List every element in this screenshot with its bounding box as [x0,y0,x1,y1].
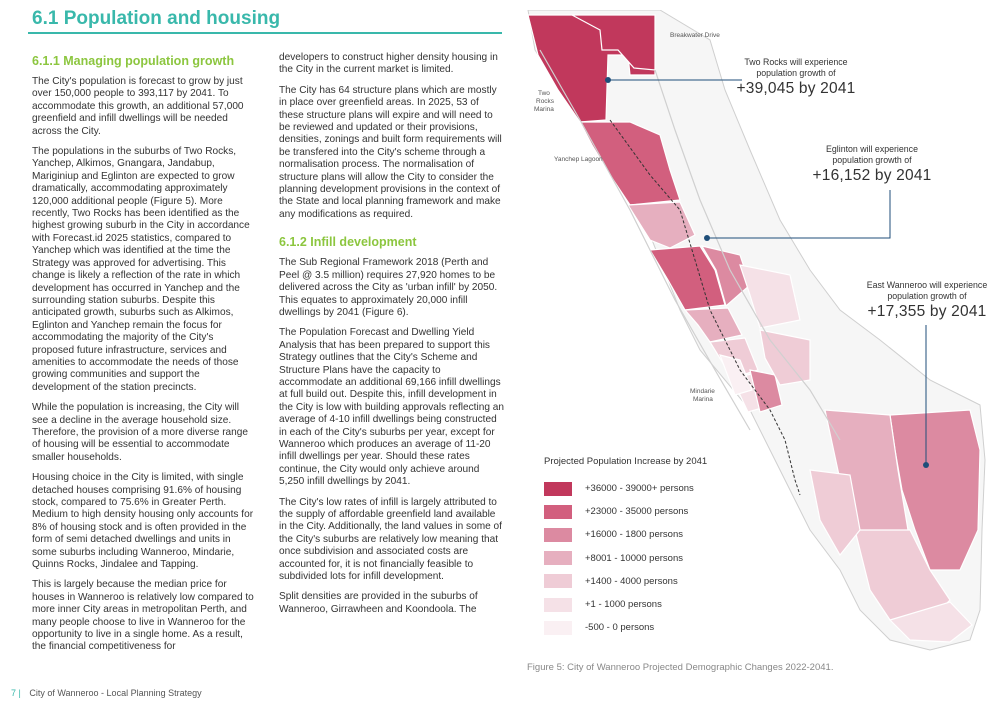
legend-title: Projected Population Increase by 2041 [544,456,708,467]
section-heading-infill: 6.1.2 Infill development [279,235,417,250]
legend-swatch [544,481,572,496]
title-underline [28,32,502,34]
paragraph: The populations in the suburbs of Two Ro… [32,146,250,393]
region-butler [683,307,743,343]
page-title: 6.1 Population and housing [32,8,281,29]
region-south-suburbs [888,601,973,643]
callout-value: +39,045 by 2041 [736,80,856,97]
callout-two-rocks: Two Rocks will experience population gro… [726,57,866,99]
label-mindarie-marina: Marina [693,396,713,403]
callout-text: Two Rocks will experience [744,57,848,67]
label-two-rocks-marina: Marina [534,106,554,113]
left-column: 6.1.1 Managing population growth The Cit… [32,54,257,662]
legend-item: +8001 - 10000 persons [544,547,764,570]
legend-item: +1400 - 4000 persons [544,570,764,593]
coastal-road [539,49,751,431]
legend-label: -500 - 0 persons [585,622,655,634]
legend-label: +16000 - 1800 persons [585,529,683,541]
paragraph: The Population Forecast and Dwelling Yie… [279,327,504,488]
middle-column: developers to construct higher density h… [279,52,504,624]
region-mindarie [719,354,753,396]
footer-text: City of Wanneroo - Local Planning Strate… [29,688,202,698]
paragraph: The City has 64 structure plans which ar… [279,84,502,220]
legend-label: +8001 - 10000 persons [585,552,683,564]
section-heading-population-growth: 6.1.1 Managing population growth [32,54,235,68]
page-number: 7 | [11,688,21,698]
region-alkimos-east [700,245,751,308]
label-two-rocks: Rocks [536,98,555,105]
map-legend: Projected Population Increase by 2041 +3… [544,456,764,639]
callout-value: +16,152 by 2041 [812,167,932,184]
paragraph: developers to construct higher density h… [279,52,498,76]
legend-item: -500 - 0 persons [544,616,764,639]
legend-label: +23000 - 35000 persons [585,506,689,518]
railway-line [609,119,801,496]
callout-text: East Wanneroo will experience [866,280,988,290]
region-two-rocks-north [571,14,656,71]
map-graphic [527,10,986,651]
population-map: Breakwater Drive Two Rocks Marina Yanche… [510,10,1000,690]
callout-value: +17,355 by 2041 [867,303,987,320]
legend-swatch [544,551,572,566]
legend-item: +1 - 1000 persons [544,593,764,616]
highway [654,69,841,441]
region-mid-east-2 [739,264,801,329]
label-breakwater-drive: Breakwater Drive [670,32,720,39]
legend-item: +16000 - 1800 persons [544,523,764,546]
callout-east-wanneroo: East Wanneroo will experience population… [854,280,1000,322]
callout-text: population growth of [887,291,967,301]
page-footer: 7 | City of Wanneroo - Local Planning St… [11,688,202,698]
callout-text: population growth of [756,68,836,78]
callout-eglinton: Eglinton will experience population grow… [802,144,942,186]
region-tamala [749,369,783,413]
region-hills [809,469,861,557]
legend-swatch [544,527,572,542]
legend-label: +1 - 1000 persons [585,599,662,611]
paragraph: The City's population is forecast to gro… [32,76,244,137]
legend-label: +36000 - 39000+ persons [585,483,694,495]
callout-text: population growth of [832,155,912,165]
legend-item: +36000 - 39000+ persons [544,477,764,500]
label-mindarie: Mindarie [690,388,715,395]
paragraph: While the population is increasing, the … [32,402,249,463]
callout-text: Eglinton will experience [826,144,918,154]
paragraph: This is largely because the median price… [32,579,254,653]
label-two-rocks: Two [538,90,550,97]
paragraph: The Sub Regional Framework 2018 (Perth a… [279,257,498,318]
label-yanchep-lagoon: Yanchep Lagoon [554,156,603,163]
figure-caption: Figure 5: City of Wanneroo Projected Dem… [527,662,834,673]
legend-swatch [544,620,572,635]
region-alkimos [648,245,726,311]
region-yanchep [579,121,681,206]
legend-label: +1400 - 4000 persons [585,575,678,587]
legend-swatch [544,597,572,612]
legend-swatch [544,574,572,589]
paragraph: Housing choice in the City is limited, w… [32,472,254,571]
leader-eglinton [707,190,891,239]
region-eglinton [626,201,696,249]
paragraph: Split densities are provided in the subu… [279,591,478,615]
legend-swatch [544,504,572,519]
paragraph: The City's low rates of infill is largel… [279,496,502,583]
legend-item: +23000 - 35000 persons [544,500,764,523]
